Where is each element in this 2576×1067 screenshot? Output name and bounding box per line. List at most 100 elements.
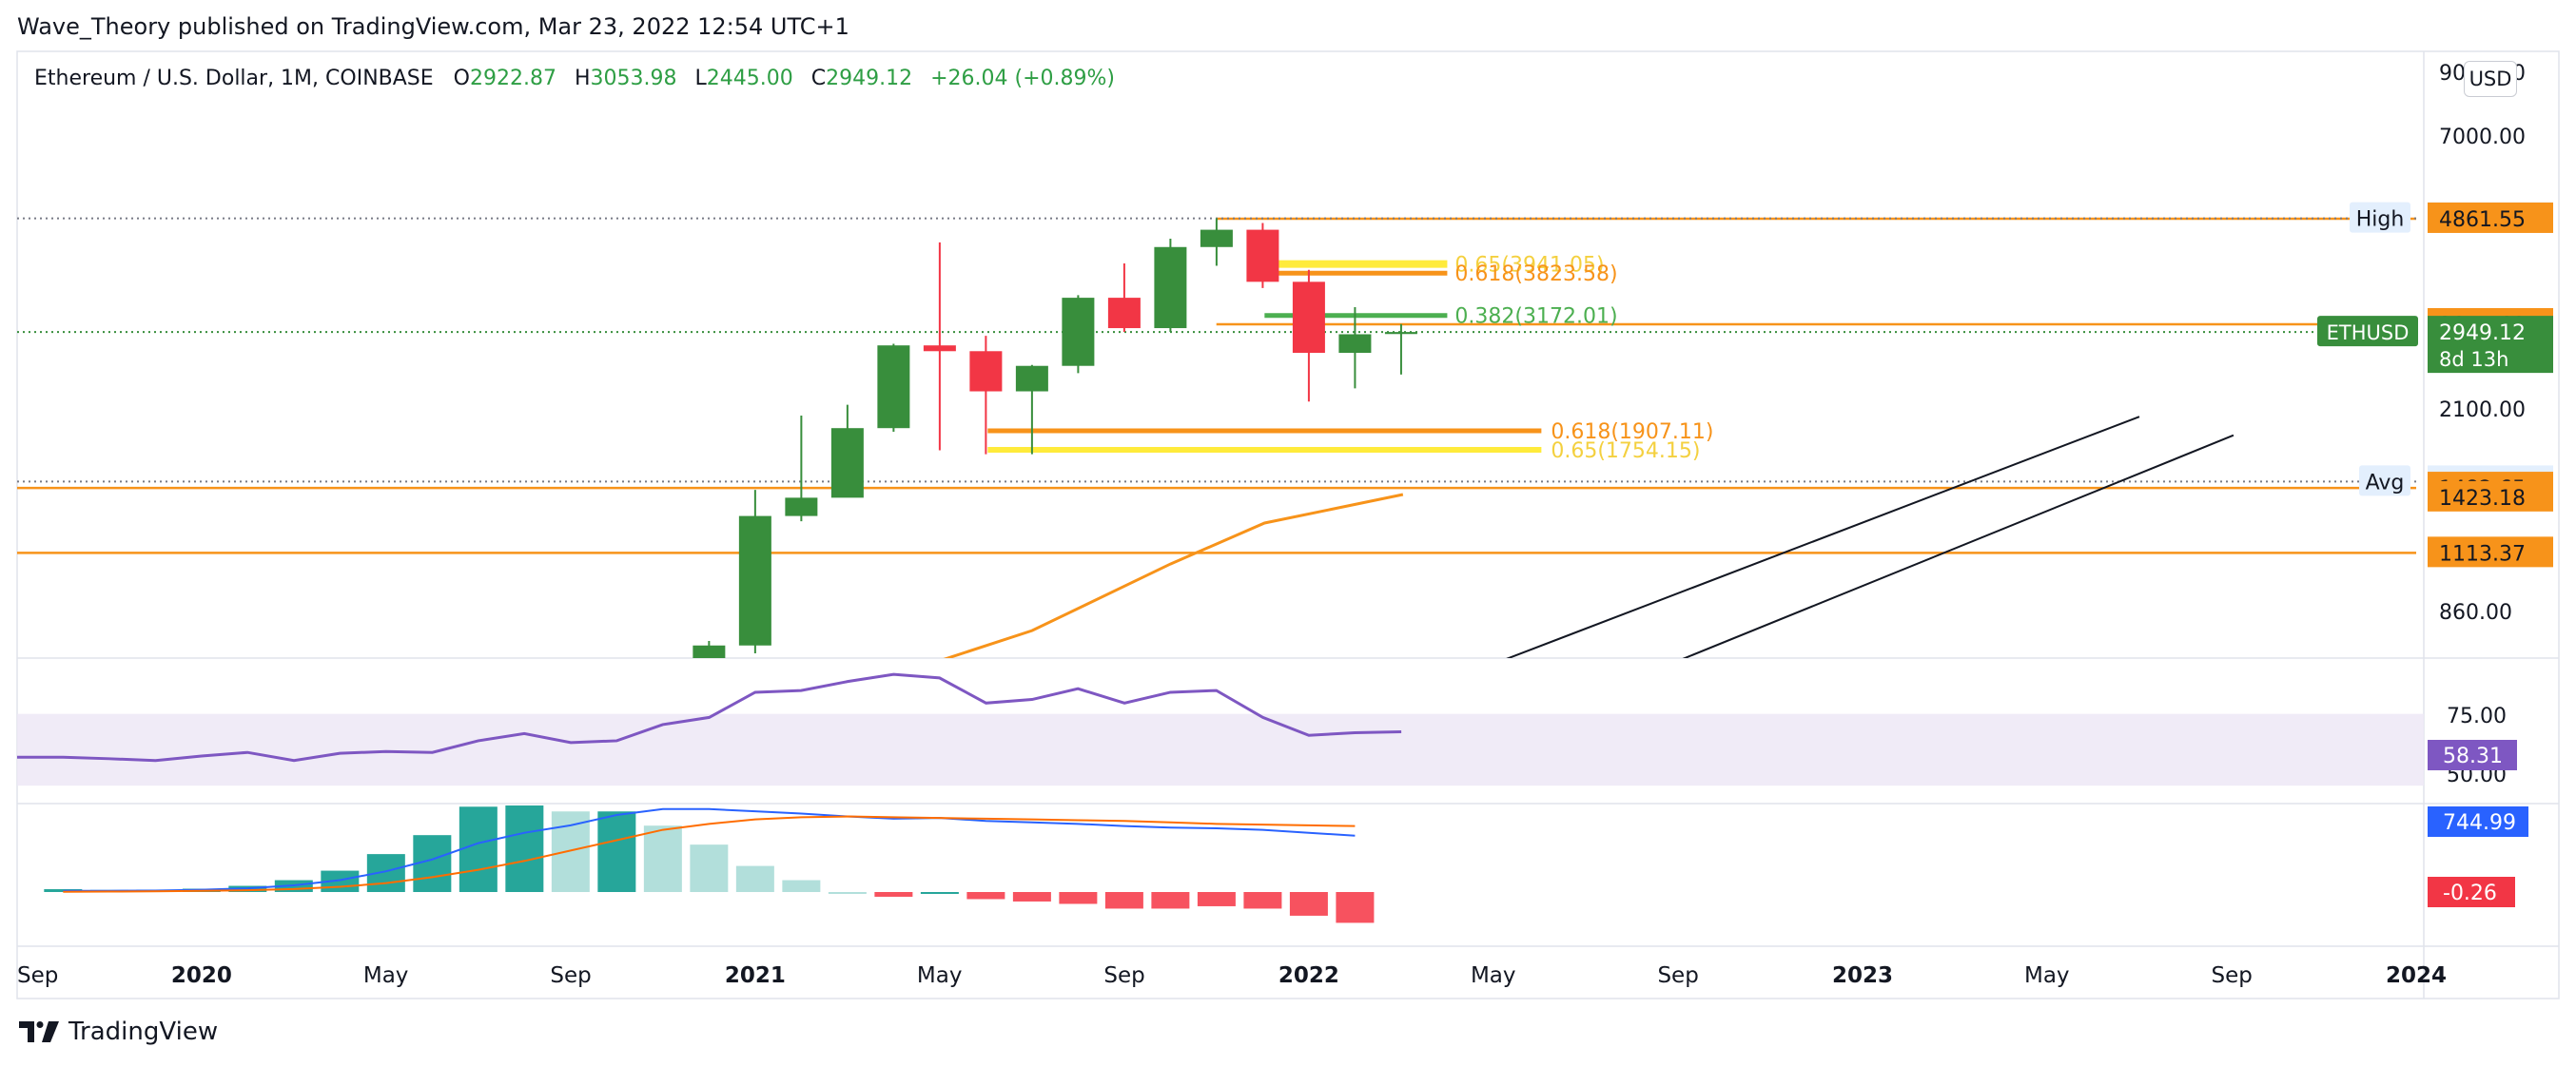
- label-tag-bg: [2359, 465, 2410, 496]
- candle-body: [1015, 365, 1048, 392]
- candle-body: [1338, 334, 1372, 354]
- axis-label-bg: [2428, 316, 2553, 374]
- x-tick-label: Sep: [17, 963, 58, 988]
- candle-body: [877, 345, 910, 429]
- macd-line: [63, 807, 1356, 892]
- signal-line: [63, 815, 1356, 893]
- brand-footer[interactable]: TradingView: [19, 1018, 218, 1046]
- macd-histogram-bar: [1012, 892, 1051, 902]
- macd-histogram-bar: [1104, 892, 1143, 909]
- macd-histogram-bar: [1059, 892, 1098, 904]
- candle-body: [693, 645, 726, 658]
- rsi-line: [17, 672, 1402, 763]
- symbol-title[interactable]: Ethereum / U.S. Dollar, 1M, COINBASE: [34, 67, 434, 90]
- macd-histogram-bar: [505, 805, 544, 892]
- high-label: H: [574, 67, 591, 90]
- rsi-band: [17, 713, 2424, 786]
- candle-body: [647, 688, 679, 689]
- macd-histogram-bar: [782, 880, 821, 892]
- x-tick-label: May: [917, 963, 963, 988]
- x-tick-label: 2020: [171, 963, 232, 988]
- candle-body: [1200, 229, 1233, 247]
- candle-body: [738, 515, 771, 646]
- candle-body: [1246, 229, 1279, 282]
- x-tick-label: Sep: [1657, 963, 1698, 988]
- x-tick-label: 2022: [1278, 963, 1339, 988]
- y-tick-label: 860.00: [2439, 601, 2512, 625]
- currency-button[interactable]: USD: [2464, 61, 2517, 97]
- candle-body: [1154, 246, 1187, 329]
- y-tick-label: 7000.00: [2439, 126, 2526, 149]
- trendline-0: [1506, 416, 2140, 658]
- macd-histogram-bar: [828, 892, 867, 894]
- x-tick-label: Sep: [2211, 963, 2252, 988]
- label-tag: High: [2356, 208, 2405, 232]
- candle-body: [923, 345, 956, 352]
- candle-body: [830, 428, 864, 498]
- axis-label-value: 1423.18: [2439, 487, 2526, 511]
- candle-body: [1062, 298, 1095, 366]
- macd-histogram-bar: [1289, 892, 1328, 916]
- fib-label-2: 0.382(3172.01): [1454, 305, 1617, 329]
- fib-label-4: 0.65(1754.15): [1551, 439, 1700, 463]
- macd-histogram-bar: [459, 806, 498, 892]
- moving-average-line: [943, 493, 1404, 658]
- x-tick-label: May: [2024, 963, 2070, 988]
- hist-current-value: -0.26: [2443, 882, 2497, 905]
- x-tick-label: 2021: [725, 963, 786, 988]
- macd-current-value: 744.99: [2443, 811, 2516, 835]
- open-label: O: [453, 67, 470, 90]
- fib-label-1: 0.618(3823.58): [1454, 262, 1617, 286]
- close-value: 2949.12: [826, 67, 913, 90]
- axis-label-value: 1113.37: [2439, 542, 2526, 566]
- symbol-tag-bg: [2317, 316, 2418, 347]
- fib-label-0: 0.65(3941.05): [1454, 254, 1604, 278]
- x-tick-label: 2023: [1832, 963, 1893, 988]
- label-tag: Avg: [2366, 471, 2405, 495]
- brand-name: TradingView: [68, 1018, 219, 1046]
- macd-histogram-bar: [874, 892, 913, 897]
- x-tick-label: Sep: [1103, 963, 1144, 988]
- rsi-current-value: 58.31: [2443, 745, 2503, 768]
- trendline-1: [1682, 434, 2234, 658]
- symbol-tag: ETHUSD: [2327, 321, 2410, 344]
- macd-histogram-bar: [920, 892, 959, 894]
- macd-histogram-bar: [690, 844, 729, 892]
- candle-body: [1107, 298, 1141, 329]
- axis-label-value: 2949.12: [2439, 321, 2526, 345]
- macd-histogram-bar: [1243, 892, 1282, 909]
- axis-label-bg: [2428, 536, 2553, 568]
- rsi-pane: [17, 672, 2424, 786]
- macd-histogram-bar: [966, 892, 1005, 900]
- x-tick-label: Sep: [550, 963, 591, 988]
- macd-histogram-bar: [1151, 892, 1190, 909]
- candle-body: [1384, 332, 1417, 335]
- axis-label-bg: [2428, 202, 2553, 233]
- chart-frame: [16, 50, 2560, 999]
- macd-histogram-bar: [551, 811, 590, 892]
- rsi-tick-label: 75.00: [2447, 705, 2507, 728]
- hist-current-bg: [2428, 877, 2515, 907]
- high-value: 3053.98: [590, 67, 677, 90]
- price-pane: [17, 217, 2416, 689]
- open-value: 2922.87: [469, 67, 556, 90]
- low-value: 2445.00: [706, 67, 793, 90]
- close-label: C: [810, 67, 827, 90]
- macd-histogram-bar: [735, 865, 774, 892]
- macd-histogram-bar: [1197, 892, 1236, 906]
- macd-histogram-bar: [1336, 892, 1375, 923]
- tradingview-logo-icon: [19, 1021, 59, 1042]
- label-tag-bg: [2350, 202, 2410, 233]
- x-tick-label: May: [1471, 963, 1516, 988]
- y-tick-label: 2100.00: [2439, 398, 2526, 422]
- symbol-legend: Ethereum / U.S. Dollar, 1M, COINBASE O29…: [34, 67, 1126, 90]
- axis-label-value: 4861.55: [2439, 208, 2526, 232]
- fib-label-3: 0.618(1907.11): [1551, 420, 1713, 444]
- candle-body: [1292, 281, 1325, 354]
- published-by: Wave_Theory published on TradingView.com…: [17, 13, 849, 40]
- candle-body: [785, 497, 818, 516]
- x-tick-label: 2024: [2386, 963, 2447, 988]
- low-label: L: [694, 67, 707, 90]
- countdown-label: 8d 13h: [2439, 348, 2508, 371]
